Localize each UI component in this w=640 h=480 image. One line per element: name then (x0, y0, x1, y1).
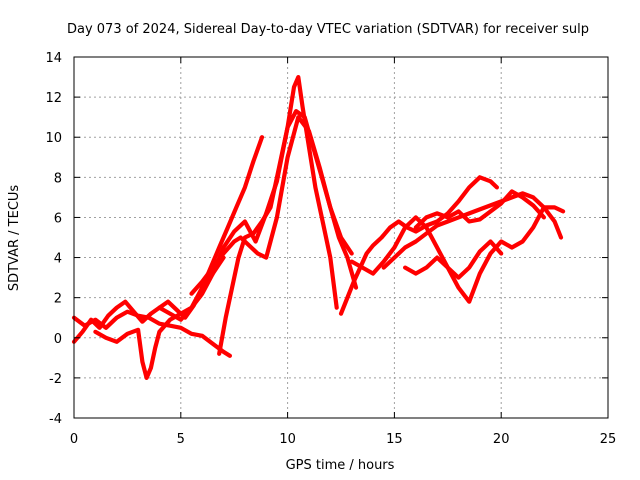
x-tick-label: 5 (177, 432, 185, 447)
series-line-pass-10 (403, 239, 504, 280)
y-tick-label: 0 (54, 332, 62, 347)
y-axis-label: SDTVAR / TECUs (7, 185, 22, 292)
y-tick-label: 4 (54, 252, 62, 267)
y-tick-label: -4 (49, 412, 62, 427)
chart-title: Day 073 of 2024, Sidereal Day-to-day VTE… (67, 22, 589, 37)
y-tick-label: 8 (54, 171, 62, 186)
plot-frame (73, 56, 609, 419)
y-tick-label: 2 (54, 292, 62, 307)
x-tick-label: 10 (279, 432, 296, 447)
x-axis-label: GPS time / hours (286, 458, 395, 473)
y-tick-label: 6 (54, 211, 62, 226)
data-series (71, 74, 566, 380)
axis-ticks: 0 5 10 15 20 25 -4 -2 0 2 4 6 8 10 12 14 (45, 51, 616, 447)
series-line-pass-11 (413, 189, 547, 230)
series-line-pass-8 (349, 205, 566, 304)
y-tick-label: 10 (45, 131, 62, 146)
series-line-pass-2 (71, 135, 265, 344)
y-tick-label: 12 (45, 91, 62, 106)
x-tick-label: 20 (493, 432, 510, 447)
series-line-pass-6 (217, 108, 359, 356)
y-tick-label: -2 (49, 372, 62, 387)
x-tick-label: 25 (600, 432, 617, 447)
x-tick-label: 15 (386, 432, 403, 447)
x-tick-label: 0 (70, 432, 78, 447)
series-line-pass-9 (381, 191, 564, 270)
grid (74, 57, 608, 418)
y-tick-label: 14 (45, 51, 62, 66)
